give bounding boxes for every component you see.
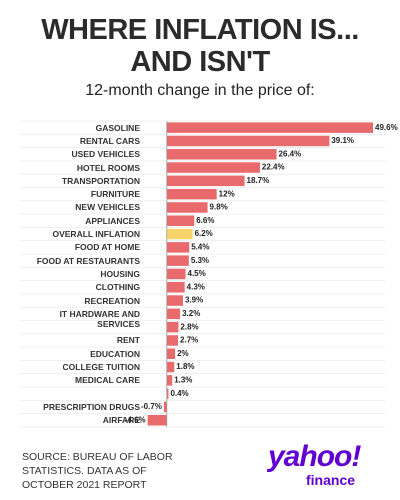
value-label: 2.8% [180, 322, 198, 331]
category-label: OVERALL INFLATION [52, 229, 140, 240]
source: SOURCE: BUREAU OF LABOR STATISTICS. DATA… [22, 451, 173, 491]
category-label: USED VEHICLES [71, 149, 141, 160]
bar [166, 361, 175, 373]
bar [166, 375, 173, 386]
bar [166, 242, 190, 253]
bar [166, 175, 245, 187]
value-label: 1.8% [176, 362, 194, 371]
category-label: CLOTHING [95, 282, 140, 293]
logo-brand: yahoo! [268, 440, 361, 473]
category-label: IT HARDWARE AND SERVICES [59, 308, 140, 329]
value-label: 39.1% [331, 136, 354, 145]
category-label: PRESCRIPTION DRUGS [43, 401, 140, 412]
value-label: 0.4% [170, 389, 188, 398]
category-label: HOUSING [100, 268, 140, 279]
bar [166, 268, 186, 280]
value-label: -4.6% [125, 415, 146, 424]
category-label: EDUCATION [90, 348, 140, 359]
category-label: RENTAL CARS [79, 135, 140, 146]
value-label: 3.2% [182, 309, 200, 318]
value-label: 6.6% [196, 216, 214, 225]
category-label: HOTEL ROOMS [76, 162, 140, 173]
bar [166, 162, 260, 173]
value-label: 26.4% [279, 149, 302, 158]
value-label: 4.5% [188, 269, 206, 278]
bar [147, 415, 167, 426]
bar [166, 135, 330, 147]
bar [166, 335, 179, 346]
category-label: AIRFARE [102, 415, 140, 426]
category-label: COLLEGE TUITION [62, 362, 140, 373]
value-label: 22.4% [262, 163, 285, 172]
category-label: MEDICAL CARE [74, 375, 140, 386]
bar [166, 295, 184, 306]
bar [166, 228, 193, 240]
value-label: 2% [177, 349, 189, 358]
value-label: 5.3% [191, 256, 209, 265]
category-label: GASOLINE [95, 122, 140, 133]
value-label: 49.6% [375, 123, 398, 132]
bar [166, 348, 176, 359]
value-label: 9.8% [210, 203, 228, 212]
value-label: 4.3% [187, 282, 205, 291]
bar [163, 401, 167, 413]
bar [166, 255, 189, 266]
category-label: APPLIANCES [85, 215, 140, 226]
category-label: NEW VEHICLES [75, 202, 140, 213]
chart-title: AND ISN'T [130, 46, 270, 78]
category-label: FURNITURE [90, 189, 140, 200]
bar [166, 188, 217, 200]
value-label: 2.7% [180, 336, 198, 345]
bar [166, 308, 181, 320]
category-label: RENT [116, 335, 140, 346]
value-label: 3.9% [185, 296, 203, 305]
category-label: FOOD AT HOME [74, 242, 140, 253]
subtitle: 12-month change in the price of: [85, 82, 315, 99]
category-label: FOOD AT RESTAURANTS [36, 255, 140, 266]
value-label: 1.3% [174, 375, 192, 384]
logo-product: finance [306, 472, 356, 488]
bar [166, 122, 374, 133]
value-label: 12% [219, 189, 235, 198]
value-label: -0.7% [141, 402, 162, 411]
value-label: 5.4% [191, 242, 209, 251]
bar [166, 282, 185, 293]
bar [166, 202, 208, 213]
category-label: TRANSPORTATION [61, 175, 140, 186]
value-label: 18.7% [247, 176, 270, 185]
bar [166, 215, 195, 226]
bar [166, 388, 169, 399]
bar [166, 321, 179, 333]
value-label: 6.2% [195, 229, 213, 238]
category-label: RECREATION [84, 295, 140, 306]
chart-title: WHERE INFLATION IS... [41, 14, 359, 46]
bar [166, 149, 277, 160]
